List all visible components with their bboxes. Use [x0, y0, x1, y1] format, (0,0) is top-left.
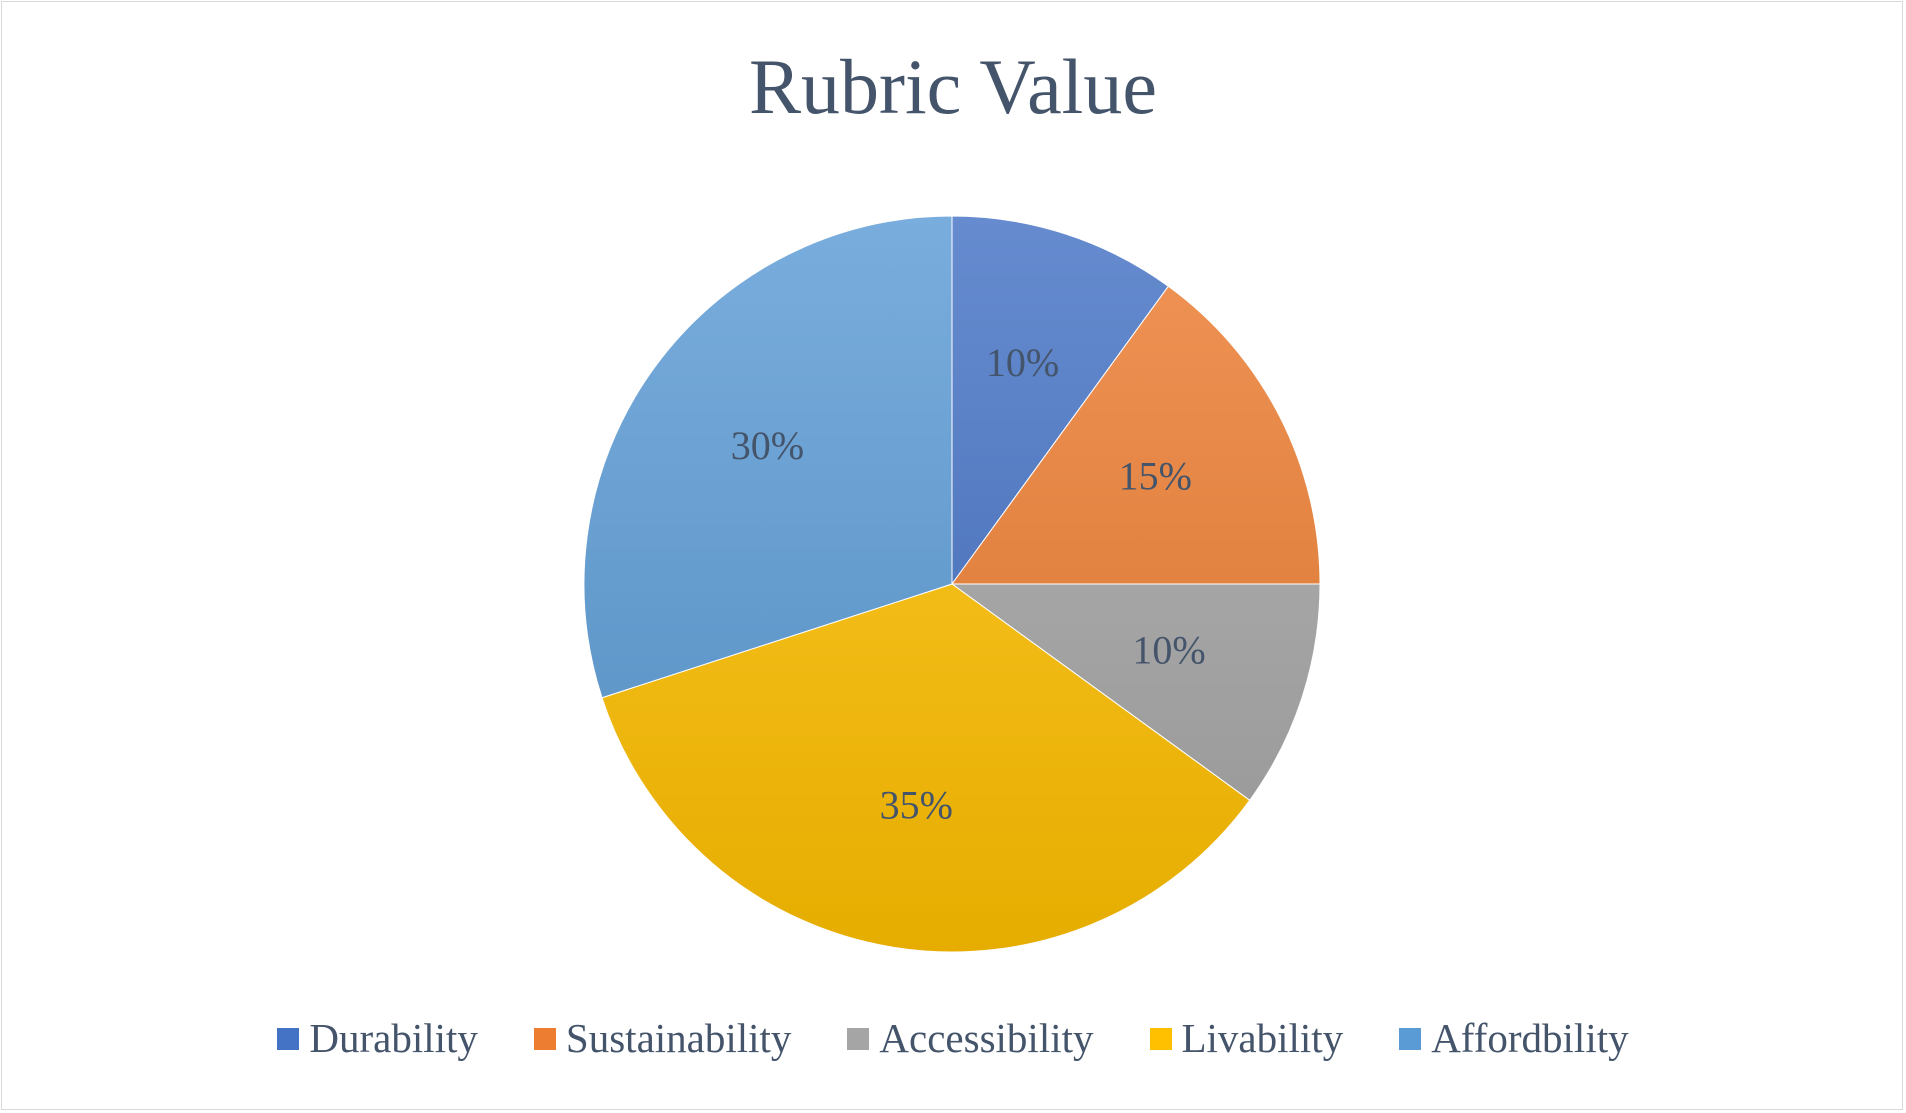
legend-item-sustainability: Sustainability — [533, 1015, 792, 1061]
pie-slice-affordbility — [583, 215, 953, 699]
pie-slice-durability — [951, 215, 1169, 586]
legend-swatch — [1149, 1027, 1172, 1050]
data-label-livability: 35% — [880, 783, 953, 828]
data-label-accessibility: 10% — [1132, 628, 1205, 673]
pie-slice-accessibility — [950, 583, 1321, 802]
pie-slice-livability — [601, 583, 1251, 953]
legend-swatch — [533, 1027, 556, 1050]
legend-label: Accessibility — [879, 1015, 1094, 1061]
legend-label: Affordbility — [1431, 1015, 1629, 1061]
chart-legend: Durability Sustainability Accessibility Liv… — [0, 1018, 1906, 1059]
legend-label: Livability — [1181, 1015, 1344, 1061]
data-label-durability: 10% — [986, 340, 1059, 385]
legend-item-livability: Livability — [1149, 1015, 1344, 1061]
legend-swatch — [1399, 1027, 1422, 1050]
data-label-affordbility: 30% — [731, 423, 804, 468]
pie-slices — [583, 215, 1321, 953]
data-label-sustainability: 15% — [1119, 454, 1192, 499]
legend-label: Sustainability — [565, 1015, 792, 1061]
pie-data-labels: 10% 15% 10% 35% 30% — [731, 340, 1206, 827]
legend-item-accessibility: Accessibility — [847, 1015, 1094, 1061]
chart-title: Rubric Value — [749, 43, 1157, 130]
pie-slice-sustainability — [951, 285, 1321, 585]
legend-item-affordbility: Affordbility — [1399, 1015, 1629, 1061]
legend-item-durability: Durability — [277, 1018, 478, 1059]
legend-swatch — [847, 1027, 870, 1050]
legend-label: Durability — [309, 1015, 478, 1061]
legend-swatch — [277, 1027, 300, 1050]
